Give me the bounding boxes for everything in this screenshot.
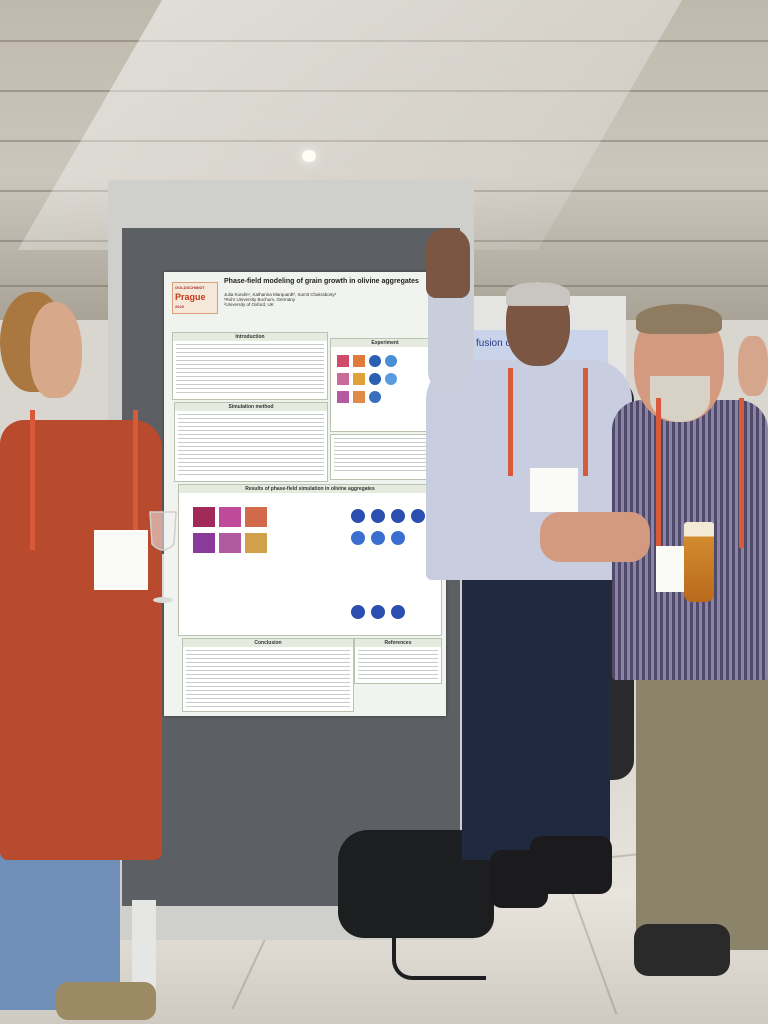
simulation-image <box>371 605 385 619</box>
poster-section-conclusion: Conclusion <box>182 638 354 712</box>
section-heading: Conclusion <box>183 639 353 647</box>
woman-name-badge <box>94 530 148 590</box>
section-heading: Introduction <box>173 333 327 341</box>
man-center-hair <box>506 282 570 306</box>
simulation-image <box>371 531 385 545</box>
simulation-image <box>411 509 425 523</box>
poster-board-leg <box>132 900 156 990</box>
affiliation: ²University of Oxford, UK <box>224 302 274 307</box>
poster-section-results: Results of phase-field simulation in oli… <box>178 484 442 636</box>
section-equations <box>178 414 324 478</box>
micrograph <box>337 373 349 385</box>
poster-section-introduction: Introduction <box>172 332 328 400</box>
man-right-gesturing-hand <box>540 512 650 562</box>
logo-year: 2023 <box>175 304 184 309</box>
man-center-lanyard <box>508 368 588 476</box>
poster-section-model-text <box>330 434 440 480</box>
man-center-shoe <box>530 836 612 894</box>
simulation-image <box>219 507 241 527</box>
man-right-shoe <box>634 924 730 976</box>
simulation-image <box>351 605 365 619</box>
section-heading: Simulation method <box>175 403 327 411</box>
poster-authors: Julia Kundin¹, Katharina Marquardt², Sum… <box>224 292 424 307</box>
simulation-image <box>193 507 215 527</box>
simulation-image <box>193 533 215 553</box>
background-poster-title: fusion of L <box>476 338 523 349</box>
simulation-image <box>391 509 405 523</box>
micrograph <box>353 355 365 367</box>
bag-strap <box>392 930 486 980</box>
section-body-text <box>334 438 436 474</box>
micrograph <box>369 391 381 403</box>
logo-title: GOLDSCHMIDT <box>175 285 205 290</box>
simulation-image <box>391 531 405 545</box>
micrograph <box>385 355 397 367</box>
man-center-trousers <box>462 550 610 860</box>
background-person-head <box>738 336 768 396</box>
micrograph <box>337 391 349 403</box>
poster-section-experiment: Experiment <box>330 338 440 432</box>
simulation-image <box>351 531 365 545</box>
simulation-image <box>245 533 267 553</box>
simulation-image <box>219 533 241 553</box>
research-poster: GOLDSCHMIDT Prague 2023 Phase-field mode… <box>164 272 446 716</box>
poster-section-simulation-method: Simulation method <box>174 402 328 482</box>
micrograph <box>385 373 397 385</box>
simulation-image <box>391 605 405 619</box>
section-body-text <box>186 650 350 708</box>
section-heading: Experiment <box>331 339 439 347</box>
woman-shoe <box>56 982 156 1020</box>
man-center-name-badge <box>530 468 578 512</box>
ceiling-spotlight <box>302 150 316 162</box>
affiliation: ¹Ruhr University Bochum, Germany <box>224 297 296 302</box>
section-heading: References <box>355 639 441 647</box>
man-right-trousers <box>636 660 768 950</box>
man-right-hair <box>636 304 722 334</box>
poster-section-references: References <box>354 638 442 684</box>
wine-glass <box>149 511 177 603</box>
simulation-image <box>351 509 365 523</box>
micrograph <box>369 355 381 367</box>
beer-glass <box>684 522 714 602</box>
woman-lanyard <box>30 410 138 550</box>
micrograph <box>353 373 365 385</box>
section-heading: Results of phase-field simulation in oli… <box>179 485 441 493</box>
micrograph <box>353 391 365 403</box>
author-list: Julia Kundin¹, Katharina Marquardt², Sum… <box>224 292 337 297</box>
man-right-lanyard <box>656 398 744 548</box>
simulation-image <box>371 509 385 523</box>
micrograph <box>369 373 381 385</box>
pointing-hand-icon <box>426 228 470 298</box>
section-body-text <box>176 344 324 396</box>
poster-title: Phase-field modeling of grain growth in … <box>224 278 419 285</box>
logo-city: Prague <box>175 292 206 302</box>
conference-logo: GOLDSCHMIDT Prague 2023 <box>172 282 218 314</box>
woman-face <box>30 302 82 398</box>
section-body-text <box>358 650 438 680</box>
micrograph <box>337 355 349 367</box>
simulation-image <box>245 507 267 527</box>
